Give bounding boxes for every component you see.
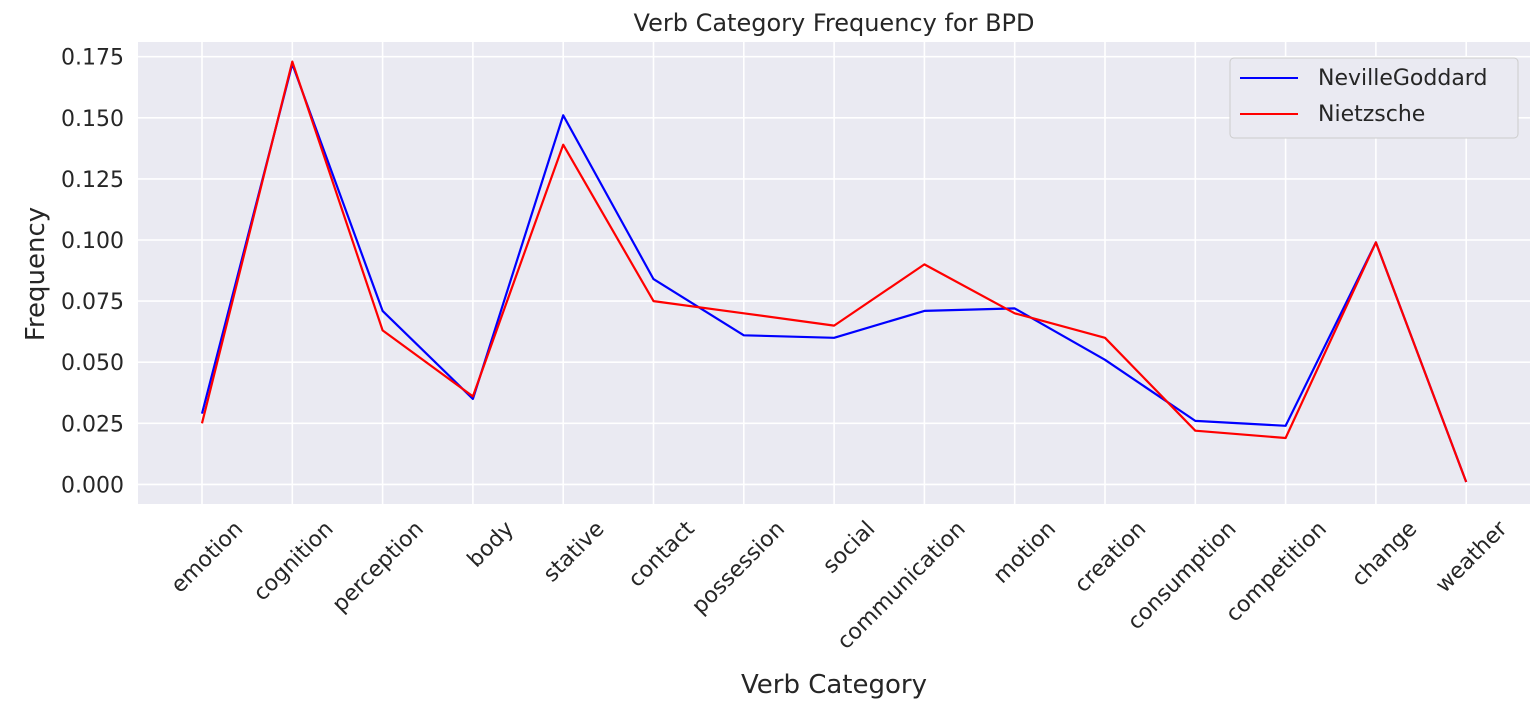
y-tick-label: 0.150 xyxy=(61,107,124,132)
x-tick-label-creation: creation xyxy=(1070,517,1151,598)
x-axis-label: Verb Category xyxy=(741,670,927,700)
x-tick-label-possession: possession xyxy=(687,517,790,620)
series-layer xyxy=(200,60,1468,483)
y-tick-label: 0.125 xyxy=(61,168,124,193)
y-tick-label: 0.000 xyxy=(61,473,124,498)
x-tick-label-motion: motion xyxy=(989,517,1061,589)
x-tick-label-stative: stative xyxy=(539,517,610,588)
y-tick-label: 0.075 xyxy=(61,290,124,315)
y-tick-label: 0.050 xyxy=(61,351,124,376)
x-tick-label-weather: weather xyxy=(1431,516,1513,598)
y-tick-label: 0.175 xyxy=(61,46,124,71)
grid-lines xyxy=(138,42,1530,504)
y-axis-label: Frequency xyxy=(21,207,51,341)
series-line-nietzsche xyxy=(200,60,1468,483)
x-tick-label-emotion: emotion xyxy=(167,517,249,599)
legend: NevilleGoddard Nietzsche xyxy=(1229,57,1519,139)
x-tick-label-cognition: cognition xyxy=(249,517,339,607)
y-tick-label: 0.025 xyxy=(61,412,124,437)
series-line-nevillegoddard xyxy=(200,62,1468,483)
x-tick-label-social: social xyxy=(818,517,880,579)
x-tick-label-contact: contact xyxy=(624,516,700,592)
x-tick-label-change: change xyxy=(1347,517,1422,592)
legend-box xyxy=(1229,57,1519,139)
chart-title: Verb Category Frequency for BPD xyxy=(634,9,1035,37)
x-tick-label-body: body xyxy=(463,517,519,573)
legend-label-nevillegoddard: NevilleGoddard xyxy=(1318,66,1487,91)
x-tick-label-perception: perception xyxy=(328,517,429,618)
y-axis-ticks: 0.000 0.025 0.050 0.075 0.100 0.125 0.150 0.175 xyxy=(61,46,124,499)
legend-label-nietzsche: Nietzsche xyxy=(1318,102,1425,127)
y-tick-label: 0.100 xyxy=(61,229,124,254)
